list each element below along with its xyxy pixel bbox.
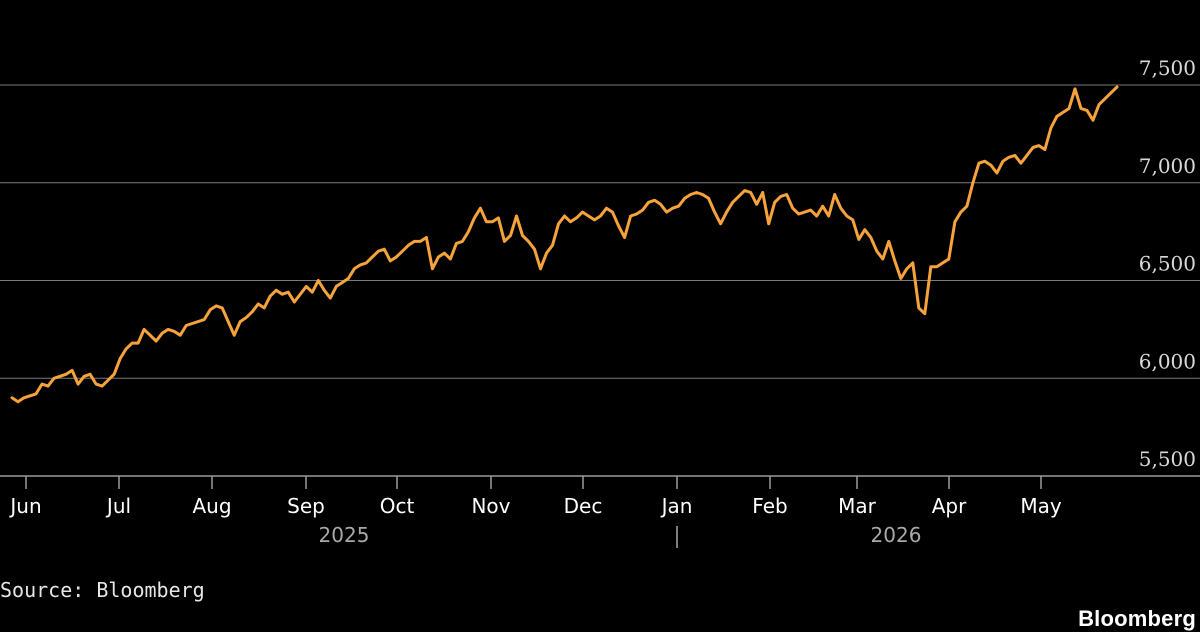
- year-labels: 2025 2026: [319, 523, 922, 547]
- x-tick-label: Jun: [8, 494, 41, 518]
- x-tick-label: Nov: [471, 494, 510, 518]
- x-tick-label: Apr: [932, 494, 967, 518]
- year-label: 2025: [319, 523, 370, 547]
- x-tick-label: Jul: [105, 494, 131, 518]
- source-note: Source: Bloomberg: [0, 578, 205, 602]
- y-tick-label: 6,000: [1139, 349, 1196, 373]
- x-axis-ticks: [25, 476, 1042, 489]
- y-tick-label: 7,500: [1139, 56, 1196, 80]
- y-axis-labels: 7,500 7,000 6,500 6,000 5,500: [1139, 56, 1196, 471]
- x-tick-label: Mar: [838, 494, 877, 518]
- y-tick-label: 5,500: [1139, 447, 1196, 471]
- x-tick-label: Feb: [752, 494, 787, 518]
- x-tick-label: Jan: [660, 494, 693, 518]
- series-line: [10, 85, 1119, 404]
- x-tick-label: Oct: [380, 494, 415, 518]
- grid-lines: [0, 84, 1200, 379]
- x-tick-label: May: [1020, 494, 1062, 518]
- x-axis-labels: Jun Jul Aug Sep Oct Nov Dec Jan Feb Mar Apr May: [8, 494, 1061, 518]
- year-label: 2026: [871, 523, 922, 547]
- x-tick-label: Aug: [192, 494, 231, 518]
- bloomberg-logo: Bloomberg: [1078, 606, 1196, 631]
- line-chart: 7,500 7,000 6,500 6,000 5,500 Jun Jul Aug Sep Oc…: [0, 56, 1200, 548]
- y-tick-label: 6,500: [1139, 252, 1196, 276]
- y-tick-label: 7,000: [1139, 154, 1196, 178]
- x-tick-label: Sep: [287, 494, 325, 518]
- x-tick-label: Dec: [564, 494, 603, 518]
